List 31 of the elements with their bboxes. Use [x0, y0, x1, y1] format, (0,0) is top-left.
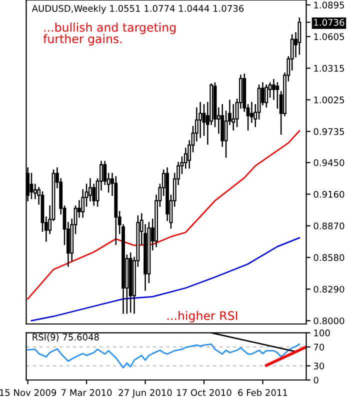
y-tick-label: 1.0895 [314, 2, 344, 8]
y-tick-label: 0.8580 [314, 254, 344, 262]
y-tick-label: 0 [314, 376, 318, 384]
y-tick-label: 0.8290 [314, 286, 344, 293]
candlestick [298, 17, 302, 55]
x-tick-label: 7 Mar 2010 [62, 389, 112, 396]
y-tick-label: 1.0025 [314, 96, 344, 104]
candlestick [198, 102, 202, 138]
y-tick-label: 0.9735 [314, 128, 344, 136]
line-series [27, 130, 300, 300]
candlestick [264, 84, 268, 108]
line-series [27, 343, 300, 368]
y-tick-label: 30 [314, 362, 324, 370]
y-tick-label: 100 [314, 330, 330, 336]
y-tick-label: 1.0315 [314, 64, 344, 72]
y-tick-label: 70 [314, 344, 324, 351]
annotation: ...higher RSI [168, 310, 238, 322]
y-tick-label: 1.0736 [314, 18, 344, 26]
y-tick-label: 1.0605 [314, 33, 344, 40]
annotation: ...bullish and targeting further gains. [43, 22, 176, 46]
x-tick-label: 27 Jun 2010 [118, 389, 172, 398]
line-series [30, 237, 300, 322]
y-tick-label: 0.9450 [314, 159, 344, 166]
x-tick-label: 15 Nov 2009 [0, 389, 56, 396]
y-tick-label: 0.8870 [314, 222, 344, 230]
x-tick-label: 6 Feb 2011 [238, 389, 288, 396]
x-tick-label: 17 Oct 2010 [177, 389, 232, 396]
y-tick-label: 0.8000 [314, 317, 344, 324]
y-tick-label: 0.9160 [314, 190, 344, 198]
chart-title: RSI(9) 75.6048 [32, 334, 99, 342]
text: AUDUSD,Weekly 1.0551 1.0774 1.0444 1.0736 [32, 4, 244, 14]
